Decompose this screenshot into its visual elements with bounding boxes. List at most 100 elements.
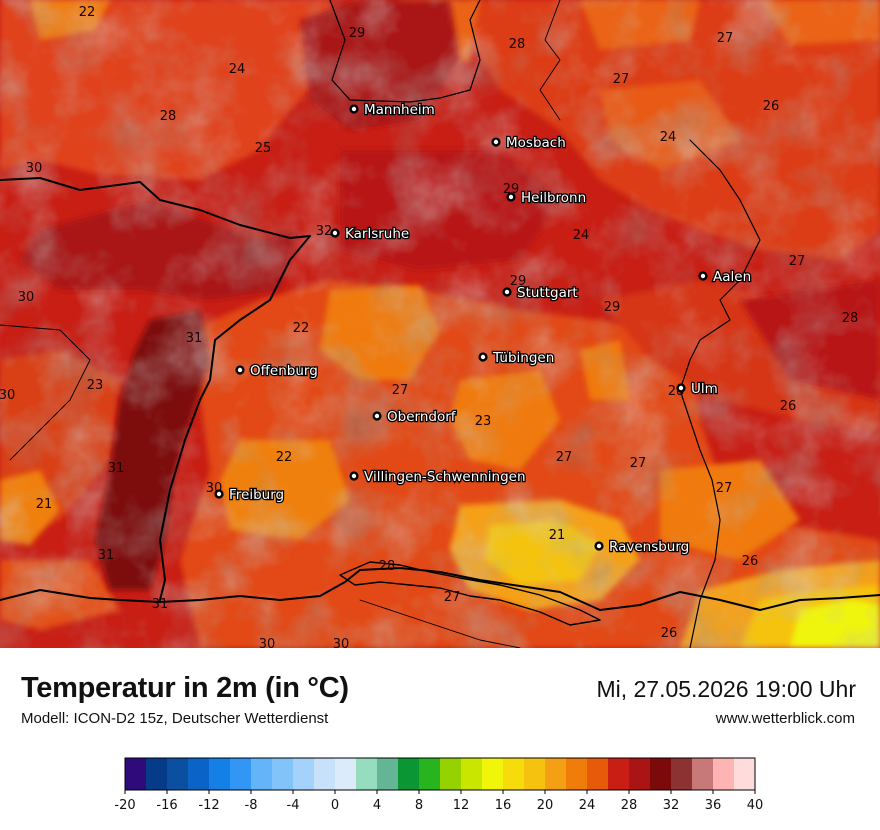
city-marker-oberndorf: [372, 411, 382, 421]
city-marker-mosbach: [491, 137, 501, 147]
temperature-value: 27: [717, 31, 734, 46]
legend-border: [124, 757, 756, 791]
temperature-value: 29: [503, 182, 520, 197]
legend-color-swatch: [587, 758, 609, 790]
temperature-value: 21: [549, 528, 566, 543]
temperature-value: 23: [87, 378, 104, 393]
legend-tick-label: 20: [537, 798, 554, 813]
city-label-ravensburg: Ravensburg: [609, 539, 689, 555]
legend-color-swatch: [146, 758, 168, 790]
temperature-value: 31: [186, 331, 203, 346]
legend-color-swatch: [503, 758, 525, 790]
city-marker-karlsruhe: [330, 228, 340, 238]
map-title: Temperatur in 2m (in °C): [21, 672, 349, 704]
temperature-value: 24: [573, 228, 590, 243]
legend-tick-label: 0: [331, 798, 339, 813]
legend-tick-label: -20: [114, 798, 135, 813]
temperature-value: 30: [259, 637, 276, 648]
city-marker-freiburg: [214, 489, 224, 499]
borders: [0, 0, 880, 648]
temperature-value: 22: [79, 5, 96, 20]
city-label-aalen: Aalen: [713, 269, 751, 285]
legend-tick-label: -8: [245, 798, 258, 813]
legend-color-swatch: [608, 758, 630, 790]
city-marker-offenburg: [235, 365, 245, 375]
legend-color-swatch: [293, 758, 315, 790]
legend-color-swatch: [713, 758, 735, 790]
legend-color-swatch: [167, 758, 189, 790]
temperature-value: 26: [763, 99, 780, 114]
temperature-value: 24: [229, 62, 246, 77]
legend-color-swatch: [461, 758, 483, 790]
legend-color-swatch: [377, 758, 399, 790]
state-border-north: [329, 0, 481, 103]
admin-border-north: [539, 0, 561, 121]
legend-color-swatch: [482, 758, 504, 790]
temperature-value: 27: [444, 590, 461, 605]
admin-border-inner: [0, 324, 91, 461]
legend-tick-label: 40: [747, 798, 764, 813]
temperature-value: 25: [255, 141, 272, 156]
legend-color-swatch: [692, 758, 714, 790]
city-label-villingen-schwenningen: Villingen-Schwenningen: [364, 469, 526, 485]
temperature-map: 22 29 28 27 24 27 26 28 25 24 30 29 24 32 27 30 29 28 22 31…: [0, 0, 880, 648]
lake-constance: [339, 561, 601, 626]
legend-color-swatch: [440, 758, 462, 790]
city-label-ulm: Ulm: [691, 381, 718, 397]
temperature-value: 31: [108, 461, 125, 476]
temperature-value: 29: [349, 26, 366, 41]
legend-tick-label: 16: [495, 798, 512, 813]
legend-tick-label: 8: [415, 798, 423, 813]
city-marker-aalen: [698, 271, 708, 281]
legend-color-swatch: [650, 758, 672, 790]
city-marker-tübingen: [478, 352, 488, 362]
temperature-value: 30: [0, 388, 15, 403]
legend-tick-label: 32: [663, 798, 680, 813]
legend-color-swatch: [209, 758, 231, 790]
legend-tick-label: -4: [287, 798, 300, 813]
model-info: Modell: ICON-D2 15z, Deutscher Wetterdie…: [21, 710, 329, 727]
temperature-value: 27: [630, 456, 647, 471]
legend-color-swatch: [734, 758, 756, 790]
temperature-value: 31: [98, 548, 115, 563]
legend-color-swatch: [188, 758, 210, 790]
legend-color-swatch: [251, 758, 273, 790]
city-label-oberndorf: Oberndorf: [387, 409, 457, 425]
city-marker-mannheim: [349, 104, 359, 114]
forecast-datetime: Mi, 27.05.2026 19:00 Uhr: [596, 676, 856, 702]
state-border-west: [0, 177, 311, 601]
temperature-legend: -20 -16 -12 -8 -4 0 4 8 12 16 20 24 28 32 36 40: [114, 757, 764, 813]
temperature-value: 27: [613, 72, 630, 87]
temperature-value: 27: [789, 254, 806, 269]
temperature-value: 27: [716, 481, 733, 496]
temperature-value: 28: [842, 311, 859, 326]
city-marker-ravensburg: [594, 541, 604, 551]
website-link[interactable]: www.wetterblick.com: [715, 710, 855, 727]
temperature-value: 22: [276, 450, 293, 465]
temperature-value: 22: [293, 321, 310, 336]
city-label-mannheim: Mannheim: [364, 102, 435, 118]
temperature-value-labels: 22 29 28 27 24 27 26 28 25 24 30 29 24 32 27 30 29 28 22 31…: [0, 5, 858, 648]
temperature-value: 23: [475, 414, 492, 429]
legend-tick-label: 28: [621, 798, 638, 813]
temperature-value: 28: [379, 559, 396, 574]
city-label-heilbronn: Heilbronn: [521, 190, 586, 206]
temperature-value: 24: [660, 130, 677, 145]
legend-tick-label: -12: [198, 798, 219, 813]
city-label-stuttgart: Stuttgart: [517, 285, 578, 301]
legend-color-swatch: [419, 758, 441, 790]
city-label-offenburg: Offenburg: [250, 363, 318, 379]
legend-color-swatch: [314, 758, 336, 790]
admin-border-south: [359, 599, 521, 648]
city-marker-villingen-schwenningen: [349, 471, 359, 481]
temperature-value: 26: [661, 626, 678, 641]
temperature-value: 21: [36, 497, 53, 512]
legend-color-swatch: [629, 758, 651, 790]
legend-color-swatch: [524, 758, 546, 790]
city-label-freiburg: Freiburg: [229, 487, 284, 503]
temperature-value: 31: [152, 597, 169, 612]
city-label-mosbach: Mosbach: [506, 135, 566, 151]
city-label-tübingen: Tübingen: [492, 350, 554, 366]
city-marker-stuttgart: [502, 287, 512, 297]
legend-tick-label: -16: [156, 798, 177, 813]
